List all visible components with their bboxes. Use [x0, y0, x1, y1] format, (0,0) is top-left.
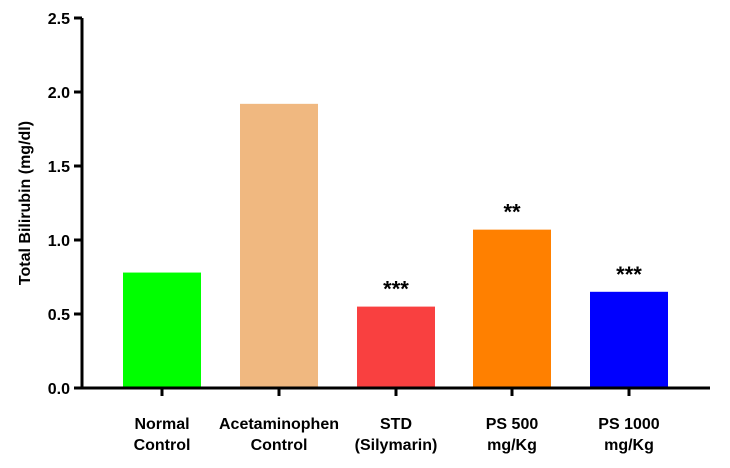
- significance-marker: **: [503, 200, 521, 225]
- bar: [473, 229, 551, 387]
- y-tick-label: 2.5: [48, 11, 70, 28]
- axes: 0.0 0.5 1.0 1.5 2.0 2.5: [48, 11, 710, 398]
- y-tick-label: 2.0: [48, 85, 70, 102]
- y-tick-label: 0.5: [48, 307, 70, 324]
- x-tick-label: (Silymarin): [355, 437, 438, 454]
- x-tick-label: Acetaminophen: [219, 416, 339, 433]
- y-tick-label: 0.0: [48, 381, 70, 398]
- x-tick-label: Control: [134, 437, 191, 454]
- x-tick-label: PS 1000: [598, 416, 659, 433]
- x-tick-label: Control: [251, 437, 308, 454]
- bar: [123, 272, 201, 387]
- bar: [357, 306, 435, 387]
- y-axis-label: Total Bilirubin (mg/dl): [17, 121, 34, 285]
- x-tick-label: mg/Kg: [487, 437, 537, 454]
- significance-marker: ***: [616, 262, 642, 287]
- x-tick-label: Normal: [134, 416, 189, 433]
- bar: [590, 291, 668, 387]
- significance-marker: ***: [383, 277, 409, 302]
- category-labels: Normal Control Acetaminophen Control STD (Sil…: [134, 416, 660, 454]
- x-tick-label: STD: [380, 416, 412, 433]
- x-tick-label: mg/Kg: [604, 437, 654, 454]
- y-tick-label: 1.0: [48, 233, 70, 250]
- bars: ********: [123, 103, 668, 387]
- x-tick-label: PS 500: [486, 416, 539, 433]
- bar: [240, 103, 318, 387]
- y-tick-label: 1.5: [48, 159, 70, 176]
